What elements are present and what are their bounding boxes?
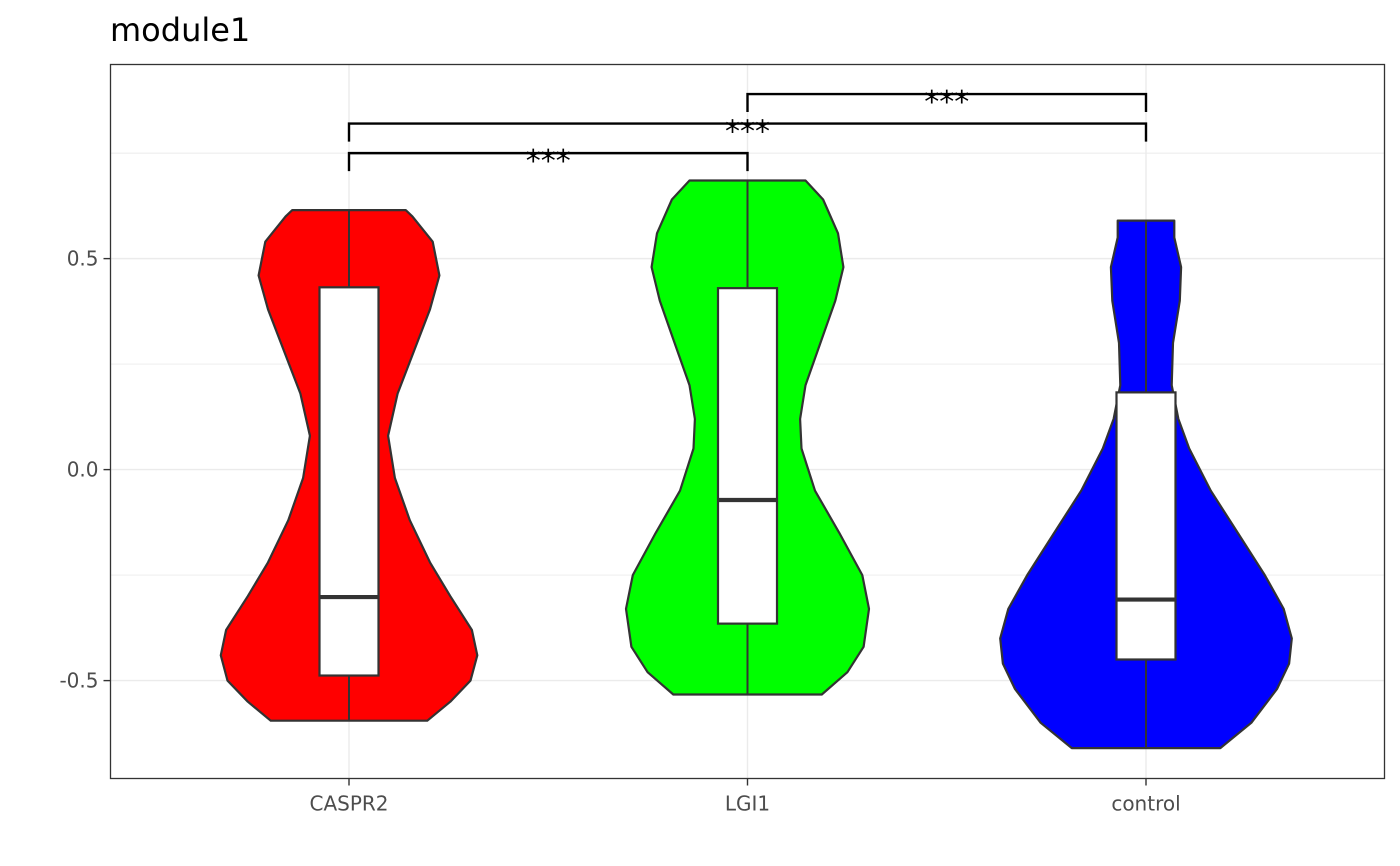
- x-tick-label: LGI1: [725, 792, 770, 816]
- significance-bracket: ***: [746, 85, 1148, 120]
- chart-title: module1: [110, 11, 250, 49]
- box-control: [1115, 391, 1177, 661]
- x-tick-label: CASPR2: [309, 792, 388, 816]
- significance-annotations: *** *** ***: [347, 85, 1148, 179]
- significance-label: ***: [526, 144, 571, 179]
- violins: [219, 179, 1293, 750]
- significance-bracket: ***: [347, 115, 1148, 150]
- bracket-line: [347, 151, 749, 172]
- box-CASPR2: [318, 286, 380, 677]
- significance-label: ***: [725, 115, 770, 150]
- y-tick-label: -0.5: [59, 669, 98, 693]
- bracket-line: [746, 92, 1148, 113]
- y-tick-label: 0.5: [67, 247, 99, 271]
- x-tick-label: control: [1111, 792, 1180, 816]
- axes: -0.5 0.0 0.5 CASPR2 LGI1 control: [59, 247, 1180, 816]
- y-tick-label: 0.0: [67, 458, 99, 482]
- bracket-line: [347, 122, 1148, 142]
- significance-bracket: ***: [347, 144, 749, 179]
- significance-label: ***: [924, 85, 969, 120]
- box-LGI1: [716, 287, 779, 625]
